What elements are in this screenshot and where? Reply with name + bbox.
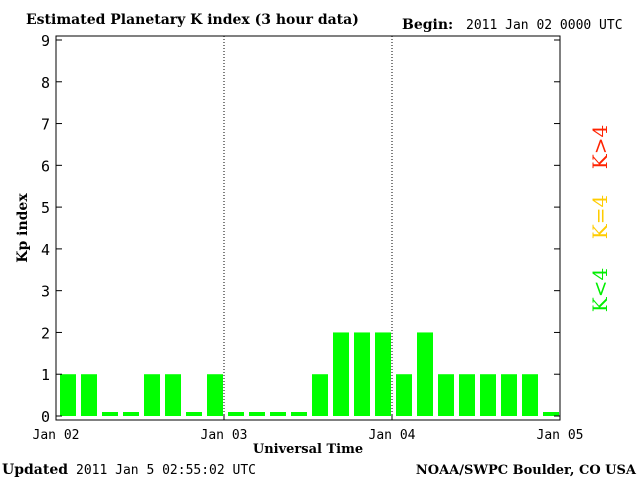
kp-bar <box>396 374 412 416</box>
kp-bar <box>291 412 307 416</box>
legend: K<4 K=4 K>4 <box>588 125 612 312</box>
kp-bar <box>249 412 265 416</box>
kp-bar <box>480 374 496 416</box>
begin-label: Begin: <box>402 17 453 33</box>
kp-bar <box>207 374 223 416</box>
x-tick-label: Jan 05 <box>537 428 584 443</box>
kp-bar <box>375 332 391 416</box>
kp-bar <box>438 374 454 416</box>
kp-bar <box>81 374 97 416</box>
kp-bar <box>123 412 139 416</box>
plot-frame <box>55 35 561 421</box>
kp-bar <box>228 412 244 416</box>
kp-bar <box>312 374 328 416</box>
kp-bar <box>144 374 160 416</box>
y-tick-label: 5 <box>41 199 50 217</box>
begin-value: 2011 Jan 02 0000 UTC <box>466 18 623 33</box>
kp-bar <box>333 332 349 416</box>
y-tick-label: 6 <box>41 157 50 175</box>
updated-value: 2011 Jan 5 02:55:02 UTC <box>76 463 256 478</box>
y-tick-label: 8 <box>41 74 50 92</box>
kp-bar <box>522 374 538 416</box>
y-tick-label: 3 <box>41 283 50 301</box>
y-tick-label: 4 <box>41 241 50 259</box>
y-tick-label: 2 <box>41 324 50 342</box>
kp-bar <box>459 374 475 416</box>
x-tick-label: Jan 04 <box>369 428 416 443</box>
kp-bar <box>270 412 286 416</box>
y-tick-label: 0 <box>41 408 50 426</box>
kp-bar <box>60 374 76 416</box>
kp-bar <box>354 332 370 416</box>
kp-bar <box>102 412 118 416</box>
y-tick-label: 7 <box>41 116 50 134</box>
x-axis-title: Universal Time <box>253 442 363 457</box>
credit: NOAA/SWPC Boulder, CO USA <box>416 463 637 478</box>
kp-bar <box>186 412 202 416</box>
updated-label: Updated <box>2 462 68 478</box>
y-tick-label: 9 <box>41 32 50 50</box>
y-axis-title: Kp index <box>15 193 31 263</box>
legend-item: K<4 <box>588 268 612 312</box>
legend-item: K>4 <box>588 125 612 169</box>
kp-bar <box>165 374 181 416</box>
y-axis: 0 1 2 3 4 5 6 7 8 9 <box>41 32 560 426</box>
x-axis: Jan 02 Jan 03 Jan 04 Jan 05 <box>33 415 584 443</box>
kp-bar <box>501 374 517 416</box>
x-tick-label: Jan 03 <box>201 428 248 443</box>
y-tick-label: 1 <box>41 366 50 384</box>
bar-series <box>60 332 559 416</box>
chart-title: Estimated Planetary K index (3 hour data… <box>26 12 359 28</box>
kp-bar <box>417 332 433 416</box>
x-tick-label: Jan 02 <box>33 428 80 443</box>
legend-item: K=4 <box>588 195 612 239</box>
kp-bar <box>543 412 559 416</box>
